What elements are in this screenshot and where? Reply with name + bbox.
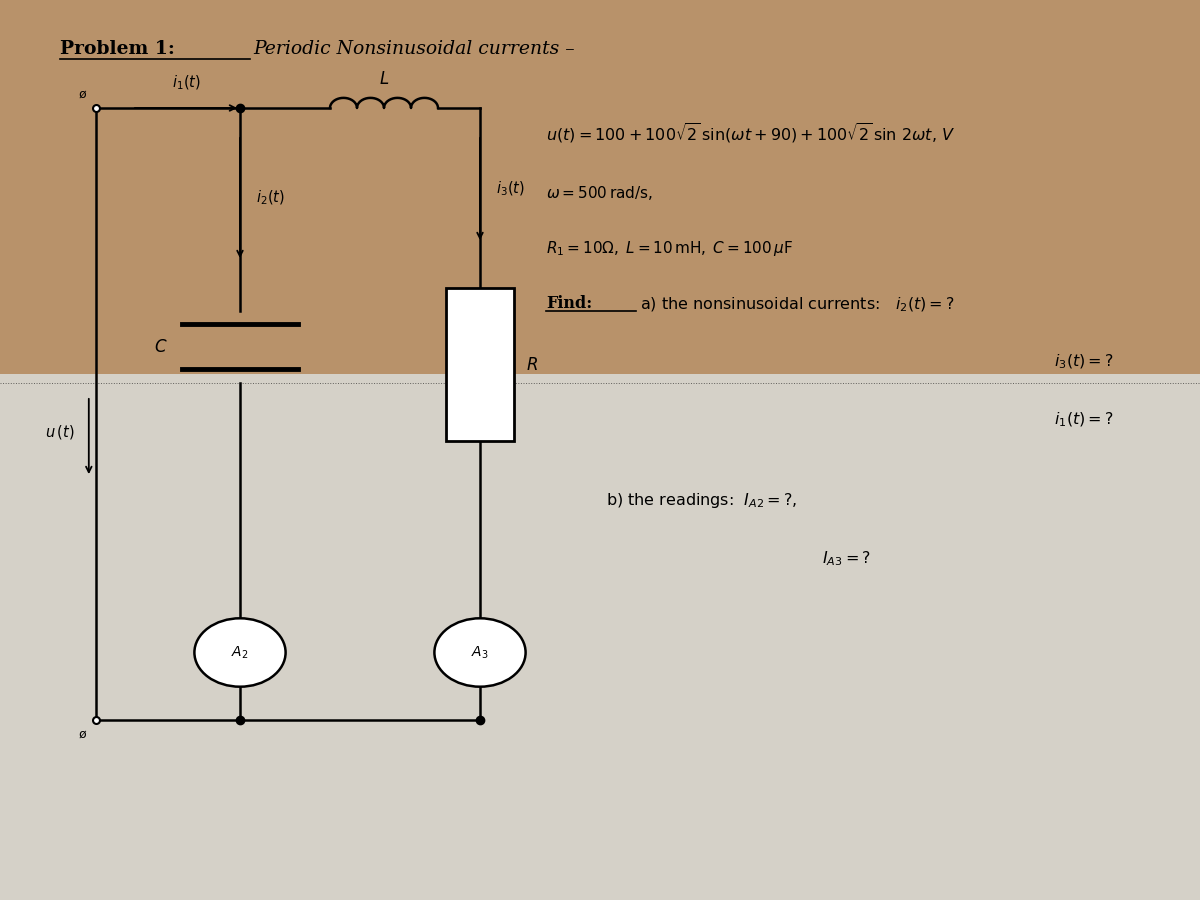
Text: $\omega =500\,\mathrm{rad/s},$: $\omega =500\,\mathrm{rad/s},$ bbox=[546, 184, 653, 202]
Text: Problem 1:: Problem 1: bbox=[60, 40, 175, 58]
Text: $R_1= 10\Omega,\;L=10\,\mathrm{mH},\;C=100\,\mu\mathrm{F}$: $R_1= 10\Omega,\;L=10\,\mathrm{mH},\;C=1… bbox=[546, 238, 793, 257]
Text: $u(t) =100 + 100\sqrt{2}\,\sin(\omega t +90)+100\sqrt{2}\,\sin\,2\omega t,\,V$: $u(t) =100 + 100\sqrt{2}\,\sin(\omega t … bbox=[546, 122, 955, 146]
Bar bbox=[0, 0, 1200, 382]
Circle shape bbox=[434, 618, 526, 687]
Text: $C$: $C$ bbox=[155, 338, 168, 356]
Text: b) the readings:  $I_{A2} = ?,$: b) the readings: $I_{A2} = ?,$ bbox=[606, 491, 798, 509]
Text: Find:: Find: bbox=[546, 295, 593, 312]
Bar bbox=[0, 374, 1200, 900]
Text: $L$: $L$ bbox=[379, 70, 389, 88]
Text: Periodic Nonsinusoidal currents –: Periodic Nonsinusoidal currents – bbox=[253, 40, 575, 58]
Text: ø: ø bbox=[79, 727, 86, 740]
Text: $i_3(t) = ?$: $i_3(t) = ?$ bbox=[1054, 353, 1114, 371]
Text: $i_3(t)$: $i_3(t)$ bbox=[496, 180, 524, 198]
Text: $A_3$: $A_3$ bbox=[472, 644, 488, 661]
Text: $R$: $R$ bbox=[526, 356, 538, 373]
Text: $u\,(t)$: $u\,(t)$ bbox=[44, 423, 74, 441]
Text: $i_1(t)$: $i_1(t)$ bbox=[172, 74, 200, 92]
Text: a) the nonsinusoidal currents:   $i_2(t) =?$: a) the nonsinusoidal currents: $i_2(t) =… bbox=[640, 295, 954, 313]
Text: $i_1(t) = ?$: $i_1(t) = ?$ bbox=[1054, 410, 1114, 428]
Text: $A_2$: $A_2$ bbox=[232, 644, 248, 661]
Text: $i_2(t)$: $i_2(t)$ bbox=[256, 189, 284, 207]
Circle shape bbox=[194, 618, 286, 687]
Text: ø: ø bbox=[79, 88, 86, 101]
Text: $I_{A3} = ?$: $I_{A3} = ?$ bbox=[822, 549, 871, 568]
Bar bbox=[446, 288, 514, 441]
